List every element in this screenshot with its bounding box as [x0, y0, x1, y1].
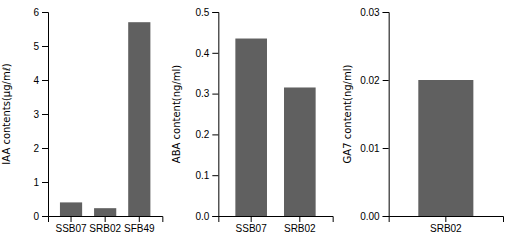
y-axis: 0 1 2 3 4 5 6 — [33, 7, 48, 222]
tick-mark — [42, 114, 48, 115]
tick-label: 1 — [33, 177, 39, 188]
tick-mark — [212, 216, 218, 217]
tick-label: 2 — [33, 143, 39, 154]
y-axis: 0.00 0.01 0.02 0.03 — [360, 7, 389, 222]
plot-area — [235, 39, 315, 216]
axis-line — [219, 217, 333, 223]
tick-mark — [42, 182, 48, 183]
y-tick: 0.4 — [195, 48, 218, 59]
y-tick: 0.0 — [195, 211, 218, 222]
y-tick: 0.02 — [360, 75, 388, 86]
tick-label: SFB49 — [124, 223, 155, 234]
y-tick: 6 — [33, 7, 48, 18]
tick-mark — [139, 216, 140, 222]
y-tick: 0.5 — [195, 7, 218, 18]
y-tick: 0.3 — [195, 88, 218, 99]
y-tick: 0 — [33, 211, 48, 222]
tick-label: 5 — [33, 41, 39, 52]
x-tick: SFB49 — [124, 216, 155, 234]
tick-mark — [383, 148, 389, 149]
plot-area — [60, 22, 150, 216]
tick-mark — [212, 94, 218, 95]
panel: SSB07 SRB02 0.0 0.1 0.2 0.3 0.4 0.5 ABA content(… — [171, 7, 333, 234]
y-tick: 0.01 — [360, 143, 388, 154]
y-tick: 0.03 — [360, 7, 388, 18]
tick-mark — [42, 148, 48, 149]
axis-line — [212, 13, 219, 217]
y-tick: 0.2 — [195, 129, 218, 140]
tick-label: SRB02 — [284, 223, 316, 234]
y-tick: 4 — [33, 75, 48, 86]
tick-label: 4 — [33, 75, 39, 86]
axis-line — [49, 217, 163, 223]
y-axis: 0.0 0.1 0.2 0.3 0.4 0.5 — [195, 7, 218, 222]
axis-line — [383, 13, 390, 217]
y-axis-label: ABA content(ng/ml) — [171, 65, 182, 163]
y-tick: 3 — [33, 109, 48, 120]
bar — [94, 208, 116, 216]
tick-label: 0.5 — [195, 7, 209, 18]
tick-label: SSB07 — [55, 223, 87, 234]
panel: SSB07SRB02SFB49 0 1 2 3 4 5 6 IAA contents(μg/mℓ… — [1, 7, 163, 234]
tick-mark — [42, 216, 48, 217]
x-tick: SSB07 — [55, 216, 87, 234]
y-tick: 1 — [33, 177, 48, 188]
bar — [60, 202, 82, 216]
x-axis: SSB07SRB02SFB49 — [49, 216, 163, 234]
tick-label: 0.00 — [360, 211, 380, 222]
tick-label: SSB07 — [236, 223, 268, 234]
tick-label: 6 — [33, 7, 39, 18]
axis-line — [389, 217, 503, 223]
tick-label: 0.0 — [195, 211, 209, 222]
x-tick: SRB02 — [430, 216, 462, 234]
axis-line — [42, 13, 49, 217]
tick-label: 0 — [33, 211, 39, 222]
bar — [235, 39, 267, 216]
tick-label: 0.1 — [195, 170, 209, 181]
x-tick: SSB07 — [236, 216, 268, 234]
bar — [284, 87, 316, 216]
tick-mark — [212, 175, 218, 176]
tick-mark — [42, 46, 48, 47]
y-axis-label: GA7 content(ng/ml) — [342, 65, 353, 164]
tick-label: 0.2 — [195, 129, 209, 140]
x-axis: SRB02 — [389, 216, 503, 234]
bar — [128, 22, 150, 216]
tick-mark — [212, 12, 218, 13]
tick-label: 0.02 — [360, 75, 380, 86]
tick-label: 0.03 — [360, 7, 380, 18]
chart-svg: SSB07SRB02SFB490123456IAA contents(μg/mℓ… — [0, 0, 511, 240]
tick-mark — [212, 134, 218, 135]
tick-label: 0.01 — [360, 143, 380, 154]
bar — [418, 80, 473, 216]
y-tick: 5 — [33, 41, 48, 52]
x-axis: SSB07 SRB02 — [219, 216, 333, 234]
tick-label: 3 — [33, 109, 39, 120]
tick-mark — [383, 80, 389, 81]
tick-mark — [105, 216, 106, 222]
tick-mark — [383, 12, 389, 13]
tick-label: SRB02 — [89, 223, 121, 234]
tick-label: 0.3 — [195, 88, 209, 99]
tick-label: SRB02 — [430, 223, 462, 234]
tick-mark — [383, 216, 389, 217]
tick-mark — [251, 216, 252, 222]
tick-mark — [42, 12, 48, 13]
tick-mark — [71, 216, 72, 222]
x-tick: SRB02 — [89, 216, 121, 234]
x-tick: SRB02 — [284, 216, 316, 234]
y-axis-label: IAA contents(μg/mℓ) — [1, 63, 12, 164]
tick-label: 0.4 — [195, 48, 209, 59]
plot-area — [418, 80, 473, 216]
tick-mark — [212, 53, 218, 54]
tick-mark — [42, 80, 48, 81]
panel: SRB02 0.00 0.01 0.02 0.03 GA7 content(ng/ml) — [342, 7, 504, 234]
y-tick: 0.00 — [360, 211, 388, 222]
tick-mark — [299, 216, 300, 222]
tick-mark — [445, 216, 446, 222]
y-tick: 0.1 — [195, 170, 218, 181]
y-tick: 2 — [33, 143, 48, 154]
